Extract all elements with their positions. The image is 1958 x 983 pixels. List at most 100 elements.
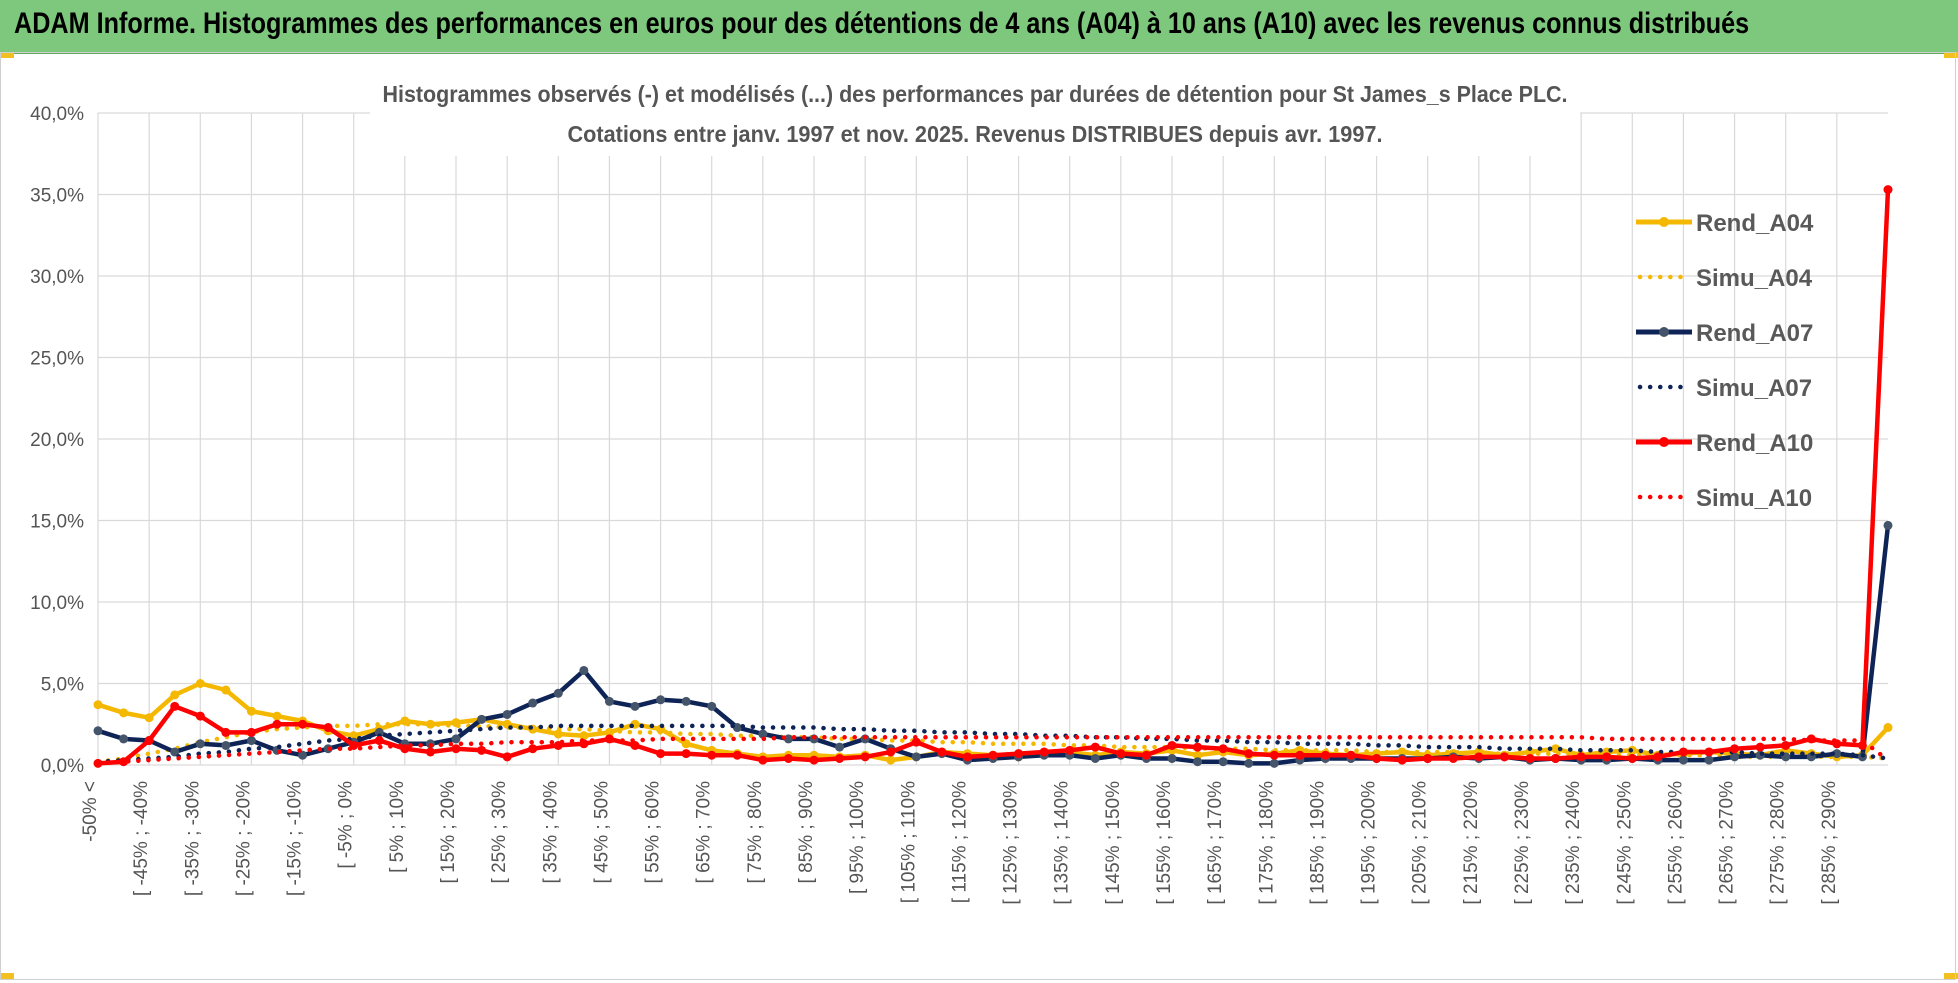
data-point-rend-a10: [1244, 749, 1254, 759]
x-tick-label: [ 95% ; 100%: [847, 781, 868, 894]
data-point-rend-a04: [553, 729, 563, 739]
data-point-rend-a10: [835, 753, 845, 763]
series-line-simu-a04: [95, 722, 1891, 764]
data-point-rend-a10: [451, 744, 461, 754]
x-tick-label: [ 115% ; 120%: [949, 781, 970, 903]
data-point-rend-a10: [1014, 749, 1024, 759]
data-point-rend-a04: [1551, 744, 1561, 754]
x-tick-label: [ -5% ; 0%: [336, 781, 357, 869]
data-point-rend-a07: [1218, 757, 1228, 767]
x-tick-label: [ 145% ; 150%: [1103, 781, 1124, 905]
grid-layer: [97, 112, 1888, 766]
x-tick-label: [ 75% ; 80%: [745, 781, 766, 884]
data-point-rend-a07: [630, 701, 640, 711]
data-point-rend-a04: [1883, 723, 1893, 733]
data-point-rend-a10: [1372, 753, 1382, 763]
data-point-rend-a04: [1193, 750, 1203, 760]
title-backdrop: [370, 78, 1580, 156]
x-tick-label: [ 225% ; 230%: [1512, 781, 1533, 905]
data-point-rend-a07: [528, 698, 538, 708]
data-point-rend-a10: [1602, 752, 1612, 762]
data-point-rend-a10: [1090, 742, 1100, 752]
data-point-rend-a10: [1704, 747, 1714, 757]
x-tick-label: [ -35% ; -30%: [182, 781, 203, 896]
data-point-rend-a07: [119, 734, 129, 744]
y-tick-label: 10,0%: [30, 593, 84, 614]
data-point-rend-a10: [707, 750, 717, 760]
data-point-rend-a10: [1551, 753, 1561, 763]
x-tick-label: [ 195% ; 200%: [1359, 781, 1380, 905]
data-point-rend-a10: [1474, 752, 1484, 762]
data-point-rend-a04: [170, 690, 180, 700]
data-point-rend-a07: [170, 747, 180, 757]
x-tick-label: -50% <: [80, 781, 101, 842]
data-point-rend-a10: [1193, 742, 1203, 752]
data-point-rend-a10: [1755, 742, 1765, 752]
x-tick-label: [ 35% ; 40%: [540, 781, 561, 884]
x-tick-label: [ 105% ; 110%: [898, 781, 919, 903]
data-point-rend-a10: [1448, 753, 1458, 763]
legend-marker-rend-a04: [1659, 217, 1669, 227]
x-tick-label: [ 255% ; 260%: [1665, 781, 1686, 905]
x-tick-label: [ 285% ; 290%: [1819, 781, 1840, 905]
data-point-rend-a07: [93, 726, 103, 736]
corner-mark-right: [1944, 52, 1958, 58]
data-point-rend-a10: [630, 740, 640, 750]
data-point-rend-a10: [1525, 753, 1535, 763]
series-line-rend-a07: [97, 525, 1891, 766]
series-line-simu-a07: [95, 723, 1891, 764]
data-point-rend-a10: [656, 749, 666, 759]
data-point-rend-a10: [1039, 747, 1049, 757]
data-point-rend-a10: [1320, 750, 1330, 760]
data-point-rend-a07: [579, 665, 589, 675]
x-tick-label: [ 25% ; 30%: [489, 781, 510, 884]
data-point-rend-a10: [1627, 753, 1637, 763]
data-point-rend-a07: [911, 752, 921, 762]
x-tick-label: [ 5% ; 10%: [387, 781, 408, 873]
y-tick-label: 25,0%: [30, 349, 84, 370]
data-point-rend-a10: [1065, 745, 1075, 755]
data-point-rend-a07: [246, 736, 256, 746]
data-point-rend-a10: [937, 747, 947, 757]
x-tick-label: [ 85% ; 90%: [796, 781, 817, 884]
data-point-rend-a10: [272, 719, 282, 729]
data-point-rend-a04: [246, 706, 256, 716]
x-tick-label: [ 135% ; 140%: [1052, 781, 1073, 905]
data-point-rend-a04: [221, 685, 231, 695]
data-point-rend-a10: [1883, 185, 1893, 195]
data-point-rend-a07: [1832, 749, 1842, 759]
x-tick-label: [ 155% ; 160%: [1154, 781, 1175, 905]
y-tick-label: 0,0%: [41, 756, 84, 777]
data-point-rend-a07: [221, 740, 231, 750]
y-tick-label: 20,0%: [30, 430, 84, 451]
data-point-rend-a10: [1116, 749, 1126, 759]
legend-label-rend-a10: Rend_A10: [1696, 430, 1813, 457]
legend-label-simu-a10: Simu_A10: [1696, 485, 1812, 512]
data-point-rend-a04: [1397, 747, 1407, 757]
report-header: ADAM Informe. Histogrammes des performan…: [0, 0, 1958, 54]
x-tick-label: [ 15% ; 20%: [438, 781, 459, 884]
legend-label-simu-a04: Simu_A04: [1696, 265, 1813, 292]
x-tick-label: [ 175% ; 180%: [1256, 781, 1277, 905]
data-point-rend-a10: [988, 750, 998, 760]
data-point-rend-a10: [1730, 744, 1740, 754]
y-tick-label: 40,0%: [30, 104, 84, 125]
y-tick-label: 35,0%: [30, 186, 84, 207]
data-point-rend-a04: [272, 711, 282, 721]
data-point-rend-a07: [835, 742, 845, 752]
data-point-rend-a07: [502, 709, 512, 719]
data-point-rend-a10: [1295, 750, 1305, 760]
data-point-rend-a07: [1167, 753, 1177, 763]
x-tick-label: [ 245% ; 250%: [1614, 781, 1635, 905]
x-tick-label: [ 185% ; 190%: [1307, 781, 1328, 905]
y-tick-label: 30,0%: [30, 267, 84, 288]
data-point-rend-a07: [477, 714, 487, 724]
data-point-rend-a10: [1781, 740, 1791, 750]
x-tick-label: [ 45% ; 50%: [591, 781, 612, 884]
data-point-rend-a10: [681, 749, 691, 759]
y-tick-label: 15,0%: [30, 512, 84, 533]
data-point-rend-a10: [425, 747, 435, 757]
data-point-rend-a04: [119, 708, 129, 718]
legend-label-simu-a07: Simu_A07: [1696, 375, 1812, 402]
data-point-rend-a04: [349, 731, 359, 741]
